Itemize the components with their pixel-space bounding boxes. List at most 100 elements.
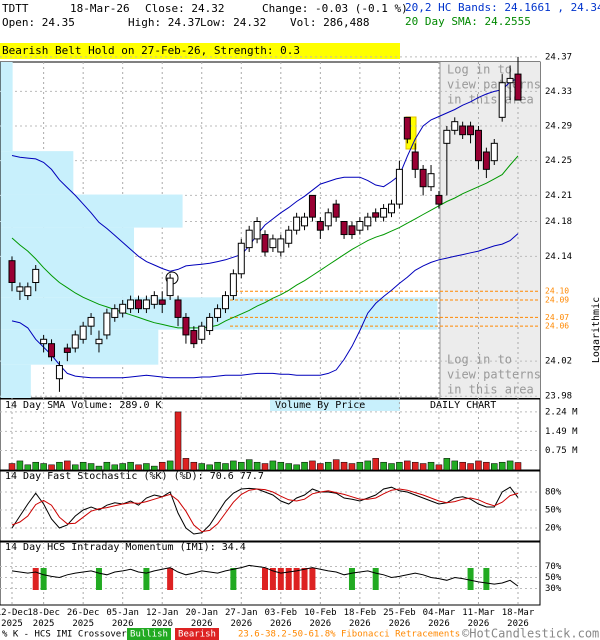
- volume-bar: [72, 464, 79, 471]
- volume-bar: [143, 463, 150, 471]
- volume-bar: [332, 459, 340, 471]
- candle-body: [8, 260, 16, 283]
- y-tick-label: 1.49 M: [545, 427, 578, 437]
- change: Change: -0.03 (-0.1 %): [262, 2, 408, 15]
- volume-bar: [166, 460, 174, 471]
- crossover-signal: [348, 568, 355, 590]
- candle-body: [150, 295, 158, 305]
- crossover-signal: [262, 568, 268, 590]
- volume-bar: [158, 461, 166, 471]
- legend-swatch: [175, 628, 219, 640]
- candle-body: [182, 316, 190, 336]
- y-tick-label: 50%: [545, 506, 562, 516]
- imi-title: 14 Day HCS Intraday Momentum (IMI): 34.4: [5, 542, 246, 553]
- candle-body: [482, 151, 490, 170]
- pattern-banner: [0, 43, 400, 59]
- volume-bar: [475, 460, 482, 471]
- candle-body: [395, 168, 403, 205]
- locked-note: view patterns: [447, 368, 541, 382]
- x-tick-label: 05-Jan 2026: [106, 608, 139, 629]
- x-tick-label: 03-Feb 2026: [264, 608, 298, 629]
- locked-note: Log in to: [447, 353, 512, 367]
- fib-label: 24.07: [545, 313, 569, 322]
- volume-bar: [261, 463, 269, 471]
- fib-label: 24.10: [545, 287, 569, 296]
- candle-body: [261, 234, 269, 253]
- volume-bar: [467, 463, 474, 471]
- legend-label: Bullish: [130, 630, 168, 640]
- volume-bar: [325, 461, 332, 471]
- candle-body: [411, 151, 419, 170]
- volume-bar: [459, 461, 466, 471]
- candle-body: [111, 308, 119, 318]
- volume-bar: [380, 461, 387, 471]
- candle-body: [356, 220, 364, 231]
- fib-note: 23.6-38.2-50-61.8% Fibonacci Retracement…: [238, 630, 460, 640]
- candle-body: [103, 312, 111, 336]
- crossover-signal: [467, 568, 474, 590]
- y-tick-label: 24.18: [545, 217, 572, 227]
- volume-bar: [427, 461, 435, 471]
- crossover-signal: [285, 568, 292, 590]
- volume-bar: [396, 461, 403, 471]
- volume-bar: [95, 465, 103, 471]
- crossover-signal: [277, 568, 284, 590]
- candle-body: [269, 238, 277, 249]
- volume-by-price-bar: [0, 151, 74, 195]
- volume-bar: [79, 461, 87, 471]
- candle-body: [71, 334, 79, 349]
- legend-label: Bearish: [178, 630, 216, 640]
- volume-by-price-bar: [0, 62, 13, 152]
- volume-bar: [498, 461, 506, 471]
- y-tick-label: 23.98: [545, 392, 572, 402]
- volume-bar: [277, 461, 285, 471]
- x-tick-label: 20-Jan 2026: [185, 608, 218, 629]
- volume-title: 14 Day SMA Volume: 289.0 K: [5, 400, 162, 411]
- volume-bar: [32, 461, 39, 471]
- overlay-line: [11, 155, 519, 329]
- series-line: [11, 488, 519, 533]
- stochastic-title: 14 Day Fast Stochastic (%K) (%D): 70.6 7…: [5, 471, 264, 482]
- candle-body: [237, 242, 245, 275]
- candle-body: [245, 229, 253, 249]
- crossover-signal: [40, 568, 47, 590]
- candle-body: [293, 216, 301, 231]
- crossover-signal: [143, 568, 150, 590]
- x-tick-label: 27-Jan 2026: [225, 608, 258, 629]
- locked-note: in this area: [447, 383, 534, 397]
- crossover-signal: [230, 568, 237, 590]
- low: Low: 24.32: [200, 16, 266, 29]
- volume-bar: [388, 463, 395, 471]
- y-tick-label: 24.21: [545, 191, 572, 201]
- candle-body: [467, 125, 475, 136]
- candle-body: [498, 82, 506, 118]
- candle-body: [332, 203, 340, 218]
- x-tick-label: 04-Mar 2026: [422, 608, 456, 629]
- candle-body: [48, 343, 56, 358]
- y-tick-label: 0.75 M: [545, 446, 578, 456]
- volume-bar: [285, 463, 292, 471]
- volume-bar: [372, 458, 379, 471]
- volume-bar: [56, 461, 63, 471]
- vbp-label-bg: [270, 400, 400, 411]
- series-line: [11, 564, 519, 587]
- y-tick-label: 70%: [545, 562, 562, 572]
- candle-body: [380, 207, 388, 218]
- y-tick-label: 24.25: [545, 156, 572, 166]
- volume-bar: [411, 461, 419, 471]
- candle-body: [166, 277, 174, 297]
- volume-bar: [103, 461, 111, 471]
- volume-bar: [151, 465, 158, 471]
- candle-body: [16, 286, 24, 292]
- candle-body: [403, 116, 411, 140]
- volume-bar: [111, 464, 119, 471]
- y-tick-label: 24.29: [545, 122, 572, 132]
- volume-bar: [198, 463, 205, 471]
- volume-bar: [317, 463, 324, 471]
- crossover-signal: [301, 568, 308, 590]
- candle-body: [372, 212, 380, 218]
- candle-body: [127, 299, 135, 310]
- volume-bar: [87, 463, 95, 471]
- volume-bar: [64, 460, 71, 471]
- overlay-line: [11, 77, 519, 272]
